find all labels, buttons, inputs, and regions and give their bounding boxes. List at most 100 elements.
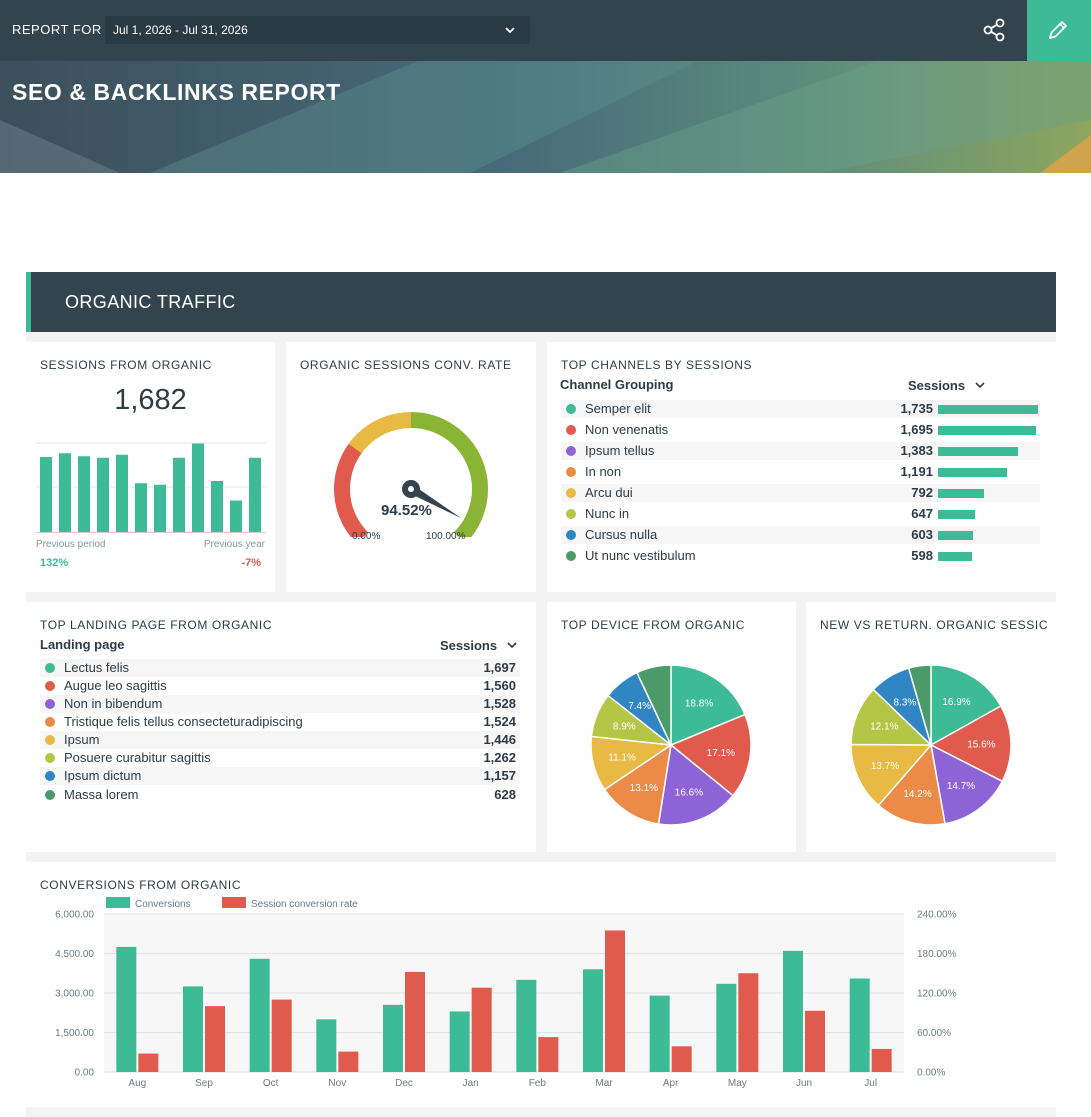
conversions-bar [716,983,737,1072]
channel-bar [938,510,975,519]
table-row[interactable]: Ipsum 1,446 [40,731,520,749]
sessions-bar-chart [36,442,266,533]
channel-sessions: 1,191 [900,464,933,479]
conversions-bar [183,986,203,1072]
table-row[interactable]: In non 1,191 [561,463,1040,481]
session-bar [154,484,166,532]
y-left-tick-label: 1,500.00 [55,1028,94,1039]
pie-label: 8.9% [613,722,636,733]
edit-button[interactable] [1027,0,1091,61]
legend-dot [45,771,55,781]
session-bar [78,456,90,532]
landing-page-name: Augue leo sagittis [64,678,167,693]
session-bar [116,454,128,532]
session-bar [192,443,204,532]
table-row[interactable]: Nunc in 647 [561,505,1040,523]
conversions-bar [649,995,670,1072]
conversions-bar [316,1019,337,1072]
gauge-max-label: 100.00% [426,531,466,542]
conversions-card: CONVERSIONS FROM ORGANIC 0.00 1,500.00 3,0… [26,862,1056,1107]
channel-bar [938,468,1007,477]
table-row[interactable]: Massa lorem 628 [40,786,520,804]
chevron-down-icon [505,27,515,34]
x-tick-label: Jan [463,1078,479,1089]
session-bar [59,453,71,532]
pie-label: 18.8% [685,699,713,710]
x-tick-label: Dec [395,1078,413,1089]
session-bar [249,457,261,532]
sessions-sort-header[interactable]: Sessions [440,637,518,655]
channel-name: Arcu dui [585,485,633,500]
card-title: CONVERSIONS FROM ORGANIC [40,878,242,892]
gauge-segment-high [410,412,488,537]
legend-dot [566,404,576,414]
channel-sessions: 647 [911,506,933,521]
table-row[interactable]: Cursus nulla 603 [561,526,1040,544]
landing-page-name: Lectus felis [64,660,130,675]
pie-label: 14.7% [947,781,975,792]
table-row[interactable]: Non venenatis 1,695 [561,421,1040,439]
sessions-column-label: Sessions [440,638,498,653]
pie-slice [930,664,1002,747]
chevron-down-icon [974,382,985,389]
conversion-rate-bar [138,1053,159,1072]
legend-dot [45,681,55,691]
landing-page-sessions: 1,560 [483,678,516,693]
legend-dot [45,699,55,709]
sessions-column-label: Sessions [908,378,966,393]
y-right-tick-label: 0.00% [917,1068,945,1079]
table-row[interactable]: Ipsum dictum 1,157 [40,767,520,785]
table-row[interactable]: Ipsum tellus 1,383 [561,442,1040,460]
report-header: REPORT FOR Jul 1, 2026 - Jul 31, 2026 SE… [0,0,1091,173]
pie-label: 12.1% [870,722,898,733]
channel-sessions: 603 [911,527,933,542]
landing-page-name: Massa lorem [64,787,139,802]
legend-dot [566,467,576,477]
pie-slice [877,743,946,826]
card-title: NEW VS RETURN. ORGANIC SESSIC [820,618,1049,632]
x-tick-label: Apr [663,1078,679,1089]
section-header: ORGANIC TRAFFIC [26,272,1056,332]
new-vs-return-pie-chart: 16.9% 15.6% 14.7% 14.2% 13.7% 12.1% 8.3% [850,664,1012,826]
table-row[interactable]: Lectus felis 1,697 [40,659,520,677]
chevron-down-icon [506,642,517,649]
landing-page-sessions: 628 [494,787,516,802]
table-row[interactable]: Ut nunc vestibulum 598 [561,547,1040,565]
table-row[interactable]: Semper elit 1,735 [561,400,1040,418]
pie-label: 16.9% [942,697,970,708]
pie-slice [929,743,1004,825]
conversion-rate-bar [871,1048,892,1072]
sessions-sort-header[interactable]: Sessions [908,377,986,395]
conv-rate-gauge [334,412,488,537]
pie-slice [603,743,673,825]
conversion-rate-bar [338,1051,359,1072]
new-vs-return-card: NEW VS RETURN. ORGANIC SESSIC 16.9% 15.6%… [806,602,1056,852]
y-left-tick-label: 6,000.00 [55,910,94,921]
table-row[interactable]: Augue leo sagittis 1,560 [40,677,520,695]
conversions-bar [849,978,870,1072]
channel-bar [938,552,972,561]
legend-label: Conversions [135,899,191,910]
previous-period-label: Previous period [36,539,106,550]
pie-slice [929,704,1012,783]
legend-dot [566,425,576,435]
session-bar [230,500,242,532]
table-row[interactable]: Posuere curabitur sagittis 1,262 [40,749,520,767]
landing-page-sessions: 1,524 [483,714,516,729]
table-row[interactable]: Non in bibendum 1,528 [40,695,520,713]
table-row[interactable]: Tristique felis tellus consecteturadipis… [40,713,520,731]
table-row[interactable]: Arcu dui 792 [561,484,1040,502]
landing-page-sessions: 1,446 [483,732,516,747]
channel-bar [938,447,1018,456]
legend-dot [566,509,576,519]
previous-period-change: 132% [40,557,69,569]
conversions-bar [783,950,803,1072]
conversion-rate-bar [738,973,759,1072]
pie-slice [670,664,746,747]
share-icon[interactable] [978,14,1012,46]
channel-name: Ipsum tellus [585,443,655,458]
channel-column-header: Channel Grouping [560,377,674,392]
y-right-tick-label: 120.00% [917,989,957,1000]
gauge-value: 94.52% [381,502,432,519]
date-range-select[interactable]: Jul 1, 2026 - Jul 31, 2026 [105,16,530,44]
